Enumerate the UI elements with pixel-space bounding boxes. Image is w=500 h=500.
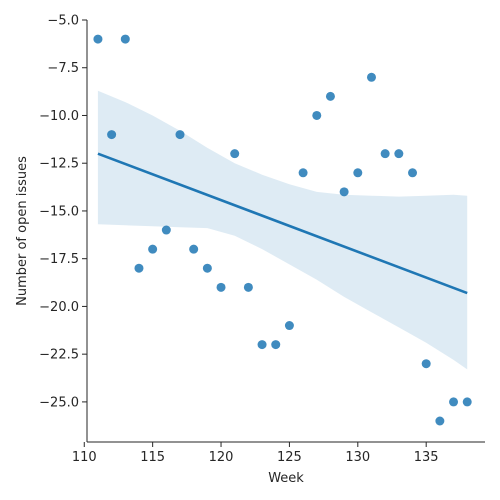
x-tick-label: 115 xyxy=(140,450,165,465)
regression-line-layer xyxy=(97,152,468,295)
confidence-band-layer xyxy=(97,90,468,370)
data-point xyxy=(284,321,294,331)
axes-layer: 110 115 120 125 130 135 −25.0 −22.5 −20.0 −17.5 −1… xyxy=(39,14,485,465)
data-point xyxy=(394,149,404,159)
data-point xyxy=(107,130,117,140)
data-point xyxy=(202,263,212,273)
y-tick-label: −22.5 xyxy=(39,348,79,363)
data-point xyxy=(216,282,226,292)
data-point xyxy=(325,91,335,101)
y-tick-label: −17.5 xyxy=(39,252,79,267)
data-point xyxy=(120,34,130,44)
data-point xyxy=(230,149,240,159)
data-point xyxy=(298,168,308,178)
regression-line xyxy=(97,152,468,295)
data-point xyxy=(380,149,390,159)
data-point xyxy=(93,34,103,44)
y-tick-label: −25.0 xyxy=(39,395,79,410)
data-point xyxy=(353,168,363,178)
data-point xyxy=(271,340,281,350)
y-tick-label: −10.0 xyxy=(39,109,79,124)
data-point xyxy=(161,225,171,235)
y-axis-label: Number of open issues xyxy=(15,156,30,306)
data-point xyxy=(175,130,185,140)
data-point xyxy=(462,397,472,407)
y-tick-label: −15.0 xyxy=(39,204,79,219)
data-point xyxy=(449,397,459,407)
data-point xyxy=(312,110,322,120)
y-tick-label: −5.0 xyxy=(47,14,79,29)
x-tick-label: 125 xyxy=(277,450,302,465)
data-point xyxy=(435,416,445,426)
x-tick-label: 110 xyxy=(72,450,97,465)
data-point xyxy=(189,244,199,254)
data-point xyxy=(257,340,267,350)
confidence-band xyxy=(97,90,468,370)
y-tick-label: −20.0 xyxy=(39,300,79,315)
y-tick-label: −12.5 xyxy=(39,157,79,172)
data-point xyxy=(421,359,431,369)
data-point xyxy=(339,187,349,197)
data-point xyxy=(148,244,158,254)
data-point xyxy=(366,72,376,82)
x-tick-label: 135 xyxy=(414,450,439,465)
data-point xyxy=(134,263,144,273)
y-tick-label: −7.5 xyxy=(47,61,79,76)
data-point xyxy=(243,282,253,292)
x-axis-label: Week xyxy=(268,471,304,486)
x-tick-label: 120 xyxy=(209,450,234,465)
data-point xyxy=(408,168,418,178)
x-tick-label: 130 xyxy=(345,450,370,465)
scatter-points-layer xyxy=(93,34,472,426)
